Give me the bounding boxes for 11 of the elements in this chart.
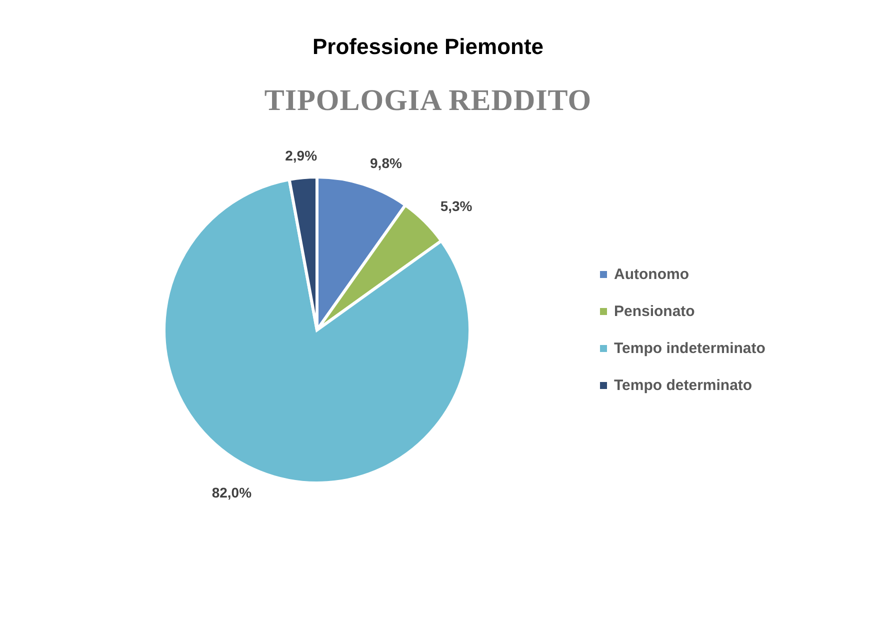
chart-subtitle: TIPOLOGIA REDDITO [264, 84, 592, 117]
legend-label: Autonomo [614, 266, 689, 283]
data-label: 82,0% [212, 484, 252, 500]
pie-slice [162, 178, 472, 484]
chart-title: Professione Piemonte [312, 34, 544, 59]
legend-label: Tempo determinato [614, 377, 752, 394]
legend-label: Pensionato [614, 303, 695, 320]
data-label: 9,8% [370, 155, 402, 172]
data-label: 2,9% [285, 148, 318, 164]
data-label: 5,3% [440, 198, 473, 214]
legend-label: Tempo indeterminato [614, 340, 766, 357]
